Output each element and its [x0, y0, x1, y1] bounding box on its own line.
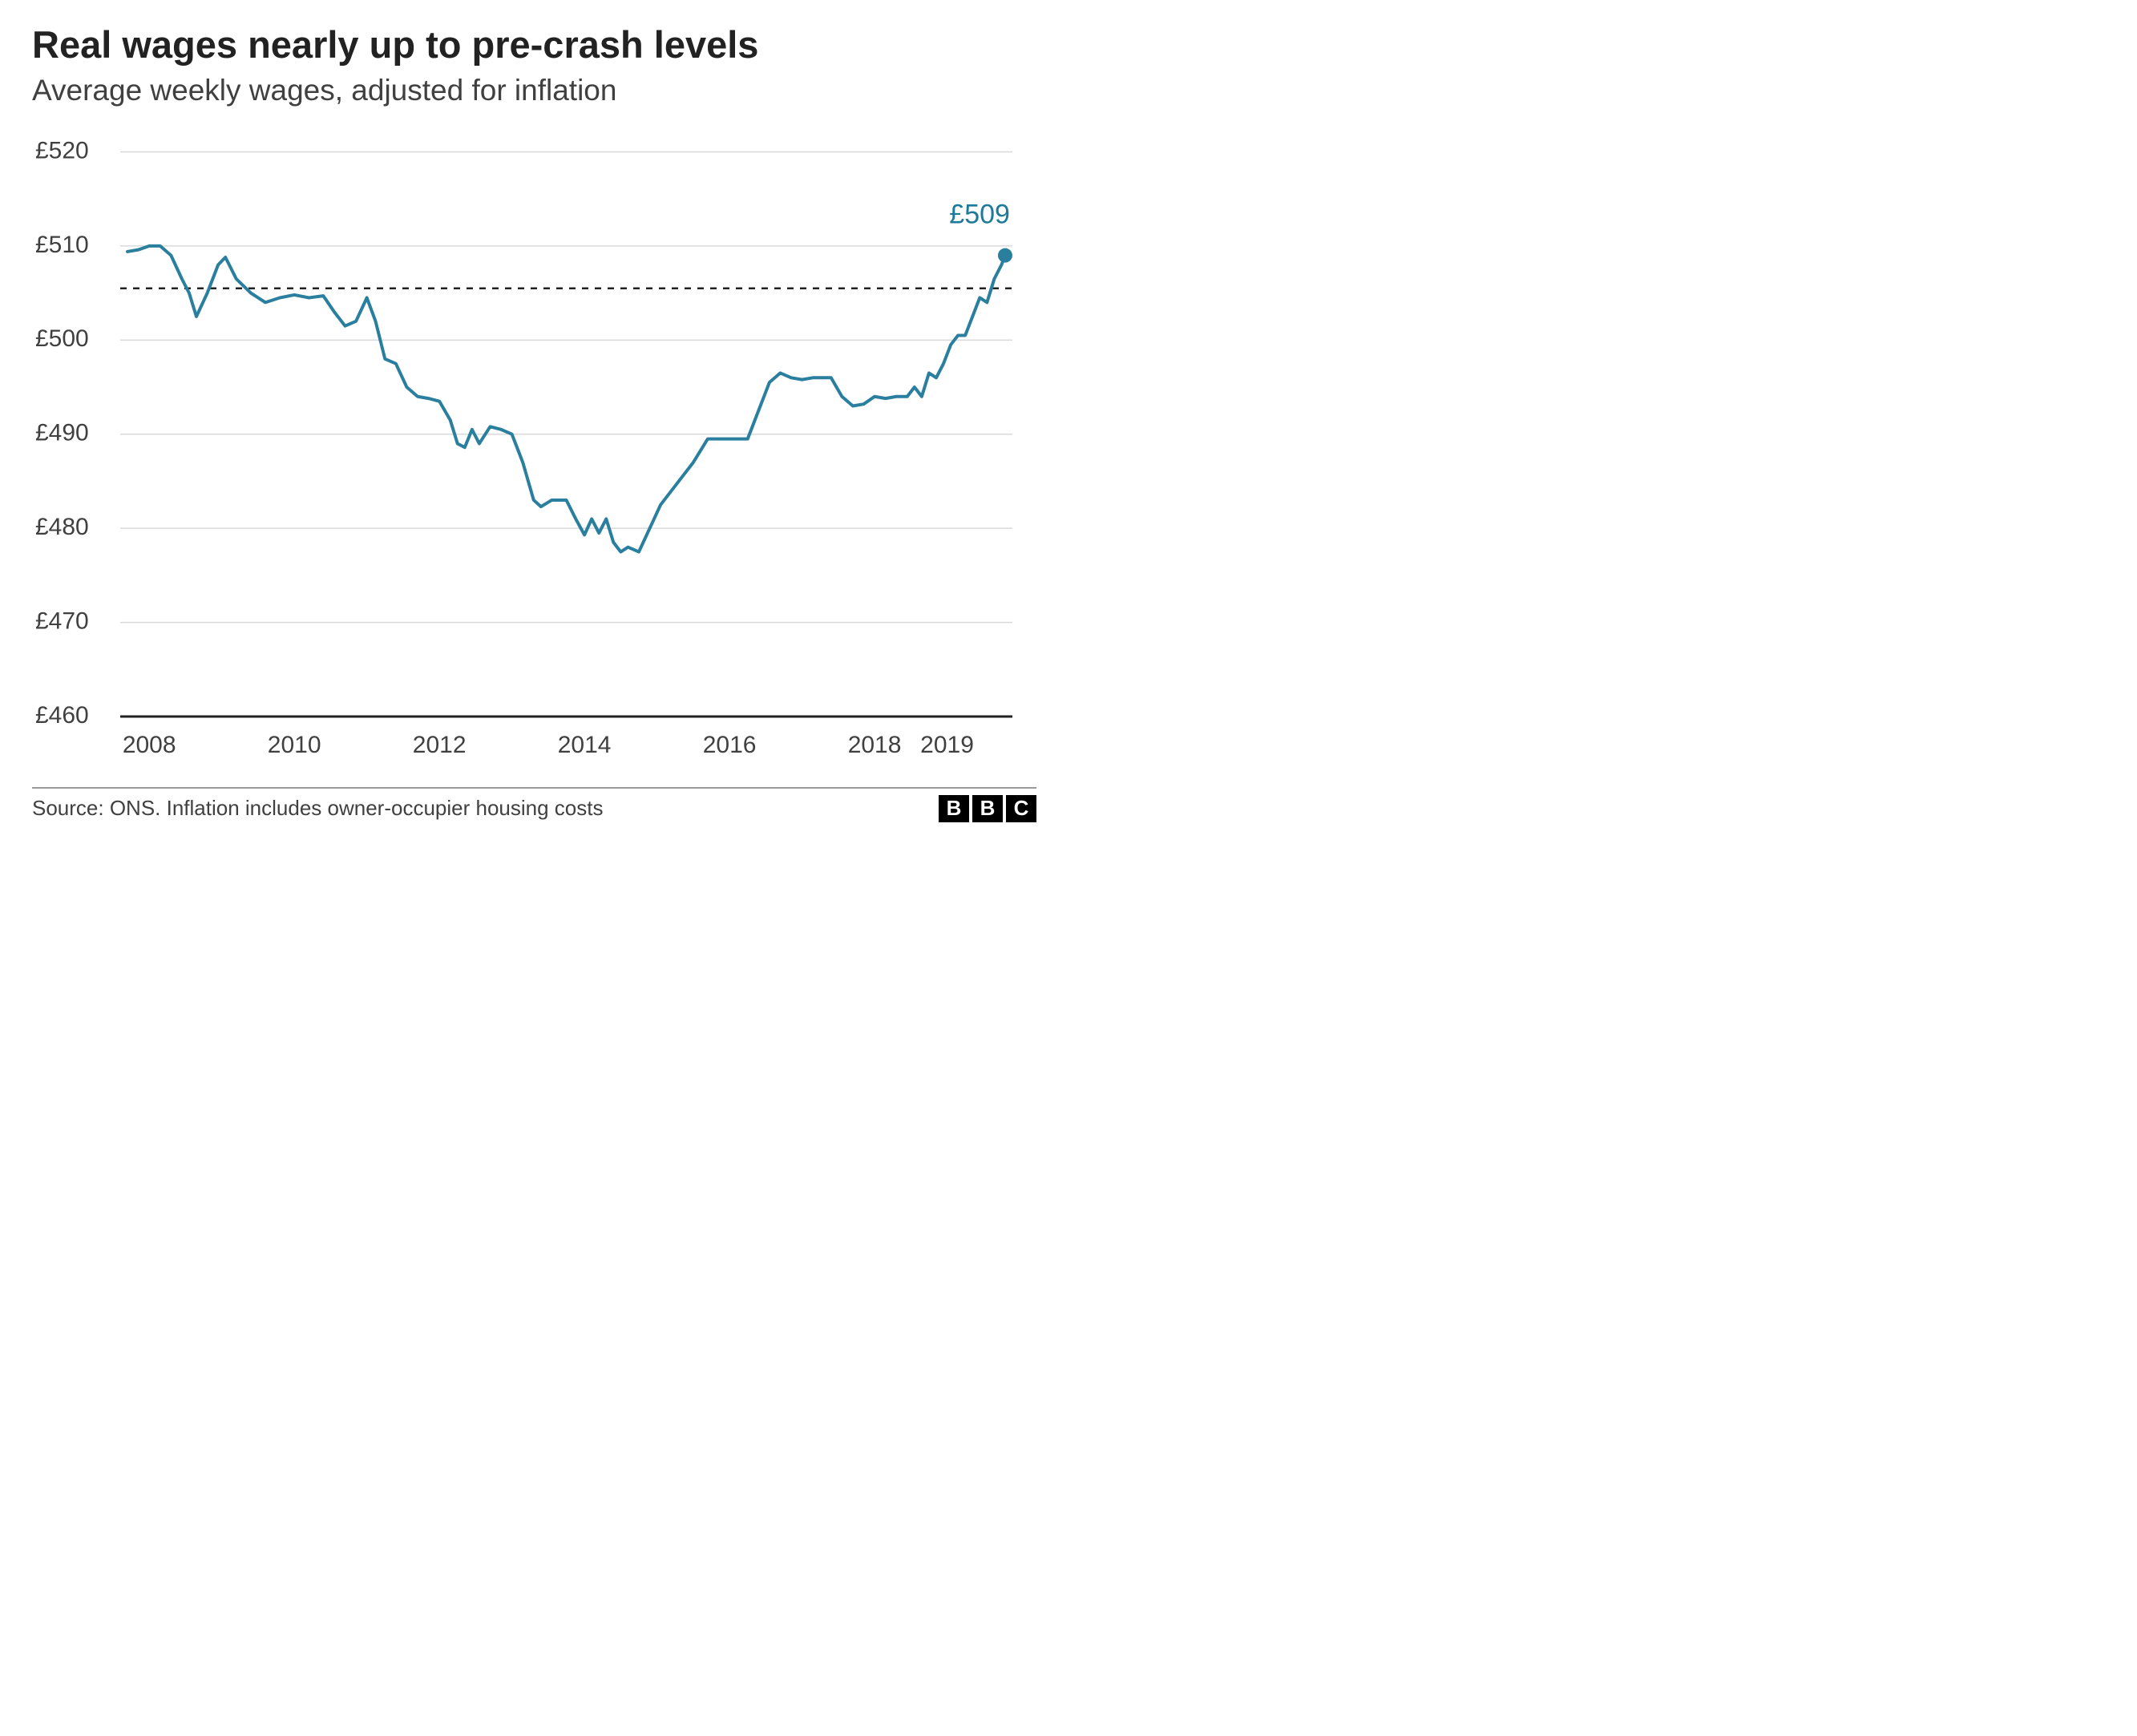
x-tick-label: 2018	[848, 731, 902, 757]
y-tick-label: £500	[35, 325, 89, 352]
bbc-logo-letter: B	[939, 795, 969, 822]
y-tick-label: £490	[35, 419, 89, 446]
chart-title: Real wages nearly up to pre-crash levels	[32, 24, 1036, 66]
y-tick-label: £480	[35, 514, 89, 540]
x-tick-label: 2008	[123, 731, 176, 757]
end-point-label: £509	[949, 199, 1010, 229]
bbc-logo: B B C	[939, 795, 1036, 822]
bbc-logo-letter: B	[972, 795, 1003, 822]
x-tick-label: 2012	[413, 731, 467, 757]
y-tick-label: £510	[35, 232, 89, 258]
bbc-logo-letter: C	[1006, 795, 1036, 822]
line-chart-svg: £460 £470 £480 £490 £500 £510 £520 £509 2008 2010…	[32, 123, 1036, 781]
x-tick-label: 2019	[920, 731, 974, 757]
y-tick-label: £460	[35, 702, 89, 729]
x-tick-label: 2014	[558, 731, 612, 757]
y-tick-label: £470	[35, 608, 89, 634]
x-tick-label: 2010	[268, 731, 321, 757]
chart-container: Real wages nearly up to pre-crash levels…	[0, 0, 1068, 868]
wage-series-line	[127, 246, 1005, 552]
chart-subtitle: Average weekly wages, adjusted for infla…	[32, 74, 1036, 107]
source-text: Source: ONS. Inflation includes owner-oc…	[32, 796, 603, 821]
end-point-marker	[998, 248, 1012, 262]
footer-row: Source: ONS. Inflation includes owner-oc…	[32, 787, 1036, 822]
plot-area: £460 £470 £480 £490 £500 £510 £520 £509 2008 2010…	[32, 123, 1036, 781]
y-tick-label: £520	[35, 137, 89, 164]
x-tick-label: 2016	[703, 731, 757, 757]
